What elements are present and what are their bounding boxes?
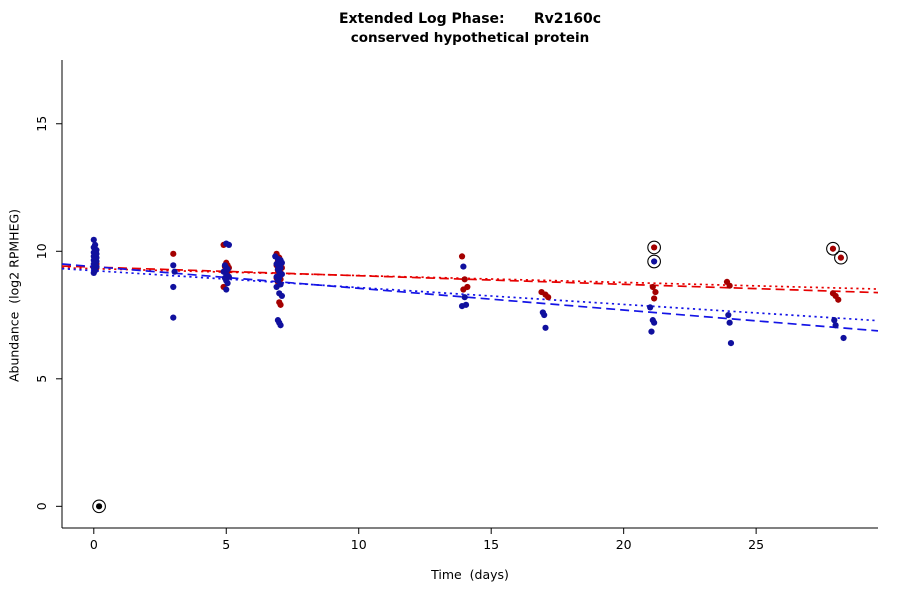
chart-title: Extended Log Phase: Rv2160c [338,11,602,27]
red-data-point [726,282,733,289]
blue-data-point [727,339,735,347]
red-data-point [458,253,466,260]
blue-data-point [840,334,847,342]
blue-data-point [223,286,230,293]
flagged-data-point [651,258,658,265]
blue-data-point [648,328,655,335]
red-data-point [170,250,177,257]
red-data-point [649,283,656,291]
blue-data-point [832,322,839,329]
red-dashed-trend-line [61,265,879,294]
blue-dashed-trend-line [61,263,879,332]
x-tick-label: 25 [748,537,764,552]
red-data-point [460,286,467,293]
blue-data-point [273,283,280,291]
flagged-data-point [95,503,103,510]
chart-subtitle: conserved hypothetical protein [350,30,590,46]
y-tick-label: 10 [34,243,49,259]
blue-data-point [224,280,231,287]
blue-data-point [90,269,97,277]
red-data-point [835,296,842,303]
blue-data-point [170,262,177,269]
x-tick-label: 5 [222,537,230,552]
x-tick-label: 0 [90,537,98,552]
blue-data-point [461,294,468,301]
blue-data-point [831,317,838,324]
blue-data-point [90,236,97,243]
blue-data-point [225,241,233,249]
blue-data-point [460,263,467,270]
blue-data-point [541,311,548,319]
red-data-point [461,276,468,283]
x-tick-label: 20 [616,537,632,552]
red-data-point [651,295,658,302]
blue-data-point [171,268,178,275]
blue-data-point [726,319,733,326]
outlier-ring [834,250,848,265]
red-data-point [652,288,659,296]
outlier-ring [647,240,661,255]
blue-data-point [458,303,466,310]
blue-data-point [170,283,177,291]
y-axis-label: Abundance (log2 RPMHEG) [6,208,22,383]
blue-data-point [651,319,658,326]
outlier-ring [826,241,840,256]
blue-data-point [647,304,654,311]
flagged-data-point [837,254,845,261]
y-tick-label: 5 [34,375,49,383]
blue-data-point [725,311,732,319]
x-tick-label: 15 [483,537,499,552]
y-tick-label: 0 [34,502,49,510]
red-data-point [545,294,552,301]
y-tick-label: 15 [34,116,49,132]
x-axis-label: Time (days) [431,567,509,582]
outlier-ring [647,254,661,269]
red-dotted-trend-line [61,267,879,290]
blue-data-point [277,322,284,329]
blue-data-point [278,292,285,300]
x-tick-label: 10 [351,537,367,552]
flagged-data-point [651,244,658,251]
outlier-ring [92,499,106,514]
blue-data-point [170,314,177,321]
red-data-point [277,301,284,308]
flagged-data-point [829,245,837,252]
blue-data-point [542,324,549,331]
blue-dotted-trend-line [61,267,879,322]
